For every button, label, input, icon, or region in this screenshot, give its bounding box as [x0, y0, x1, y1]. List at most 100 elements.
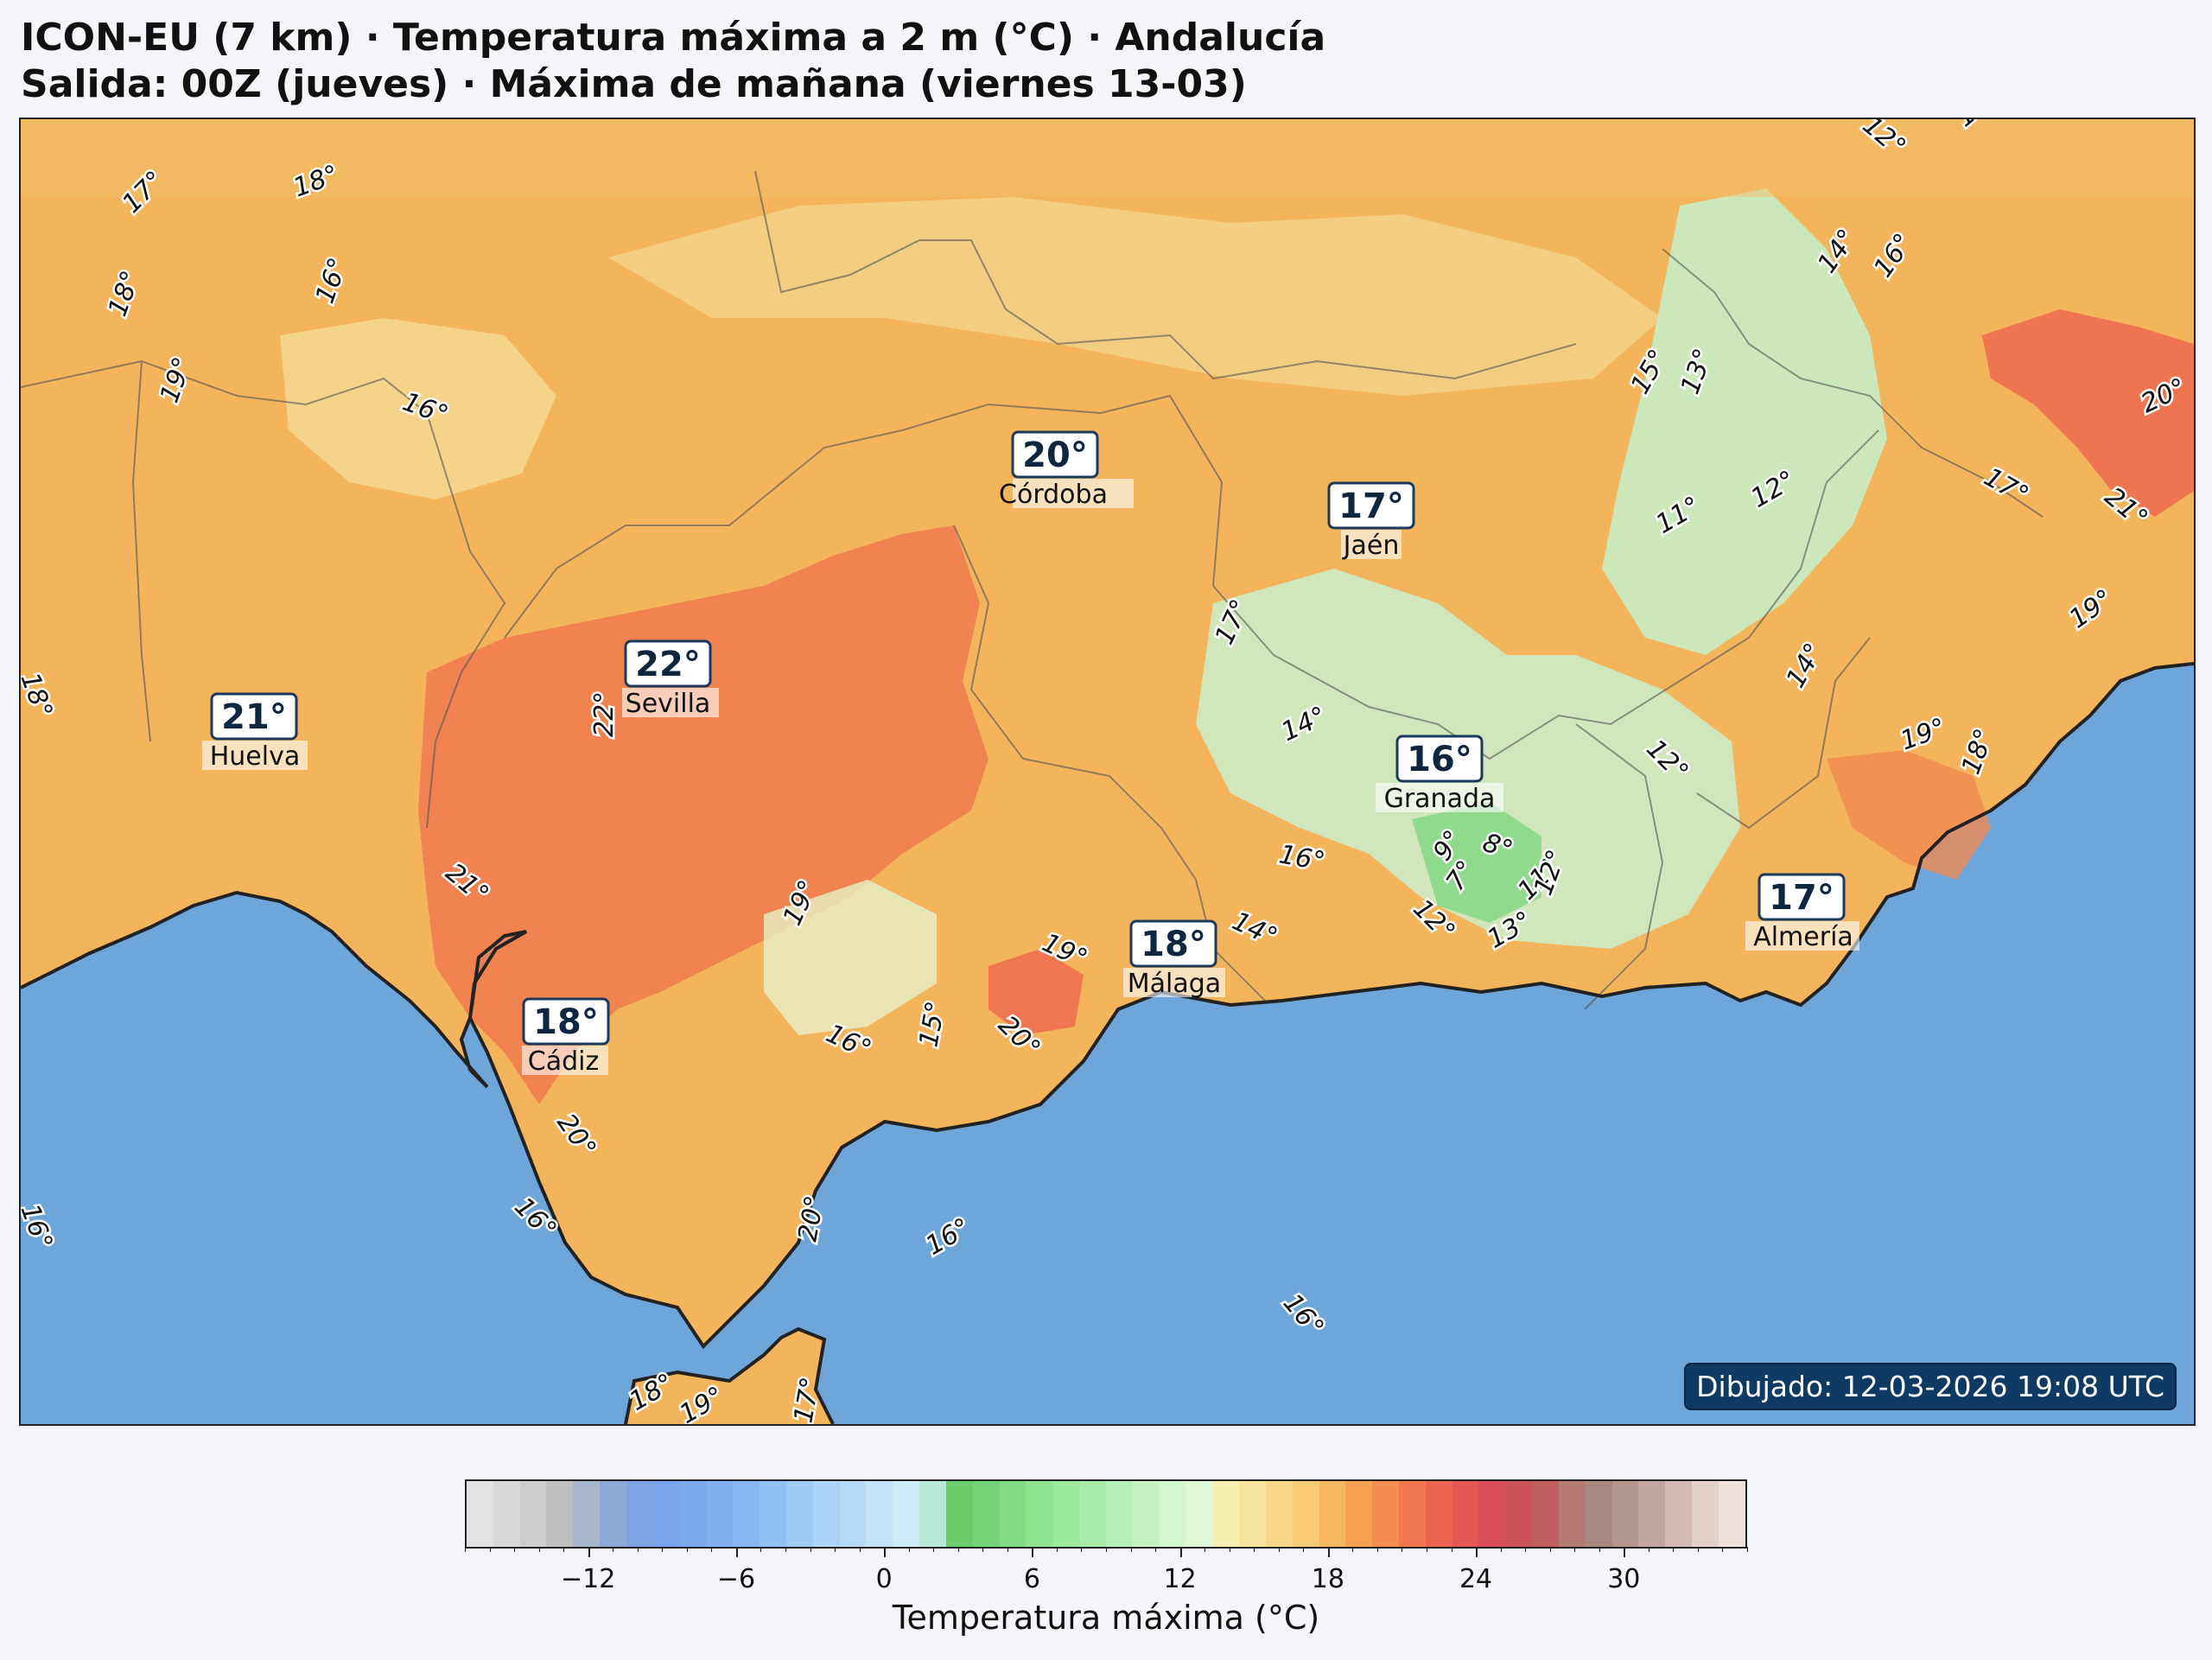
- colorbar-tick: [1747, 1547, 1748, 1552]
- colorbar-tick: [1254, 1547, 1255, 1552]
- colorbar-swatch: [1079, 1481, 1106, 1547]
- colorbar-swatch: [519, 1481, 547, 1547]
- isotherm-label: 16°: [21, 1200, 59, 1254]
- colorbar-tick: [563, 1547, 565, 1552]
- city-name: Almería: [1753, 922, 1853, 952]
- colorbar-tick-label: 6: [1023, 1564, 1040, 1594]
- colorbar-swatch: [1159, 1481, 1186, 1547]
- colorbar-swatch: [1372, 1481, 1399, 1547]
- colorbar-swatch: [1212, 1481, 1240, 1547]
- colorbar-tick: [1376, 1547, 1378, 1552]
- city-huelva: 21° Huelva: [202, 692, 308, 772]
- colorbar-tick: [1179, 1547, 1182, 1557]
- province-borders: [21, 170, 2044, 1010]
- colorbar-swatch: [1532, 1481, 1559, 1547]
- colorbar-tick: [760, 1547, 762, 1552]
- colorbar-swatch: [1398, 1481, 1426, 1547]
- colorbar-tick: [1697, 1547, 1699, 1552]
- colorbar-tick: [489, 1547, 491, 1552]
- city-value: 17°: [1338, 487, 1404, 526]
- colorbar-ticks: −12 −6 0 6 12 18 24 30: [465, 1547, 1748, 1594]
- colorbar-swatch: [652, 1481, 680, 1547]
- colorbar-tick: [1476, 1547, 1478, 1557]
- colorbar-tick: [1599, 1547, 1600, 1552]
- colorbar-tick: [662, 1547, 664, 1552]
- colorbar-tick: [908, 1547, 910, 1552]
- city-cordoba: 20° Córdoba: [999, 430, 1134, 510]
- colorbar-swatch: [1718, 1481, 1745, 1547]
- warm-zone-east: [1982, 309, 2194, 517]
- colorbar-tick: [1081, 1547, 1083, 1552]
- colorbar-tick: [957, 1547, 959, 1552]
- colorbar-label: Temperatura máxima (°C): [892, 1599, 1320, 1637]
- africa-coastline: [624, 1326, 835, 1424]
- drawn-timestamp: Dibujado: 12-03-2026 19:08 UTC: [1684, 1363, 2177, 1410]
- map-subtitle: Salida: 00Z (jueves) · Máxima de mañana …: [21, 62, 1247, 106]
- city-name: Málaga: [1128, 969, 1221, 999]
- colorbar-swatch: [706, 1481, 734, 1547]
- mild-zone-sierra: [608, 197, 1662, 396]
- isotherm-label: 22°: [589, 691, 620, 737]
- city-name: Jaén: [1342, 531, 1400, 561]
- city-value: 21°: [221, 697, 287, 737]
- colorbar-swatch: [1505, 1481, 1533, 1547]
- colorbar-swatch: [866, 1481, 893, 1547]
- colorbar-tick: [711, 1547, 713, 1552]
- colorbar-tick: [884, 1547, 887, 1557]
- colorbar-tick: [538, 1547, 540, 1552]
- warm-zone-guadalquivir: [418, 525, 988, 1104]
- colorbar-swatch: [785, 1481, 813, 1547]
- land-north-strip: [21, 119, 2194, 197]
- colorbar-swatch: [1319, 1481, 1346, 1547]
- city-name: Cádiz: [528, 1046, 599, 1077]
- colorbar-tick: [933, 1547, 935, 1552]
- colorbar-swatch: [1611, 1481, 1639, 1547]
- colorbar-swatch: [1239, 1481, 1266, 1547]
- colorbar-swatch: [1132, 1481, 1160, 1547]
- colorbar-tick: [1549, 1547, 1551, 1552]
- colorbar-tick: [1574, 1547, 1576, 1552]
- colorbar-tick: [1352, 1547, 1354, 1552]
- colorbar-tick: [1130, 1547, 1132, 1552]
- colorbar-tick: [785, 1547, 786, 1552]
- colorbar-tick: [859, 1547, 861, 1552]
- colorbar-tick: [1500, 1547, 1502, 1552]
- city-jaen: 17° Jaén: [1327, 481, 1415, 561]
- colorbar-tick-label: 30: [1607, 1564, 1641, 1594]
- colorbar-tick: [1722, 1547, 1724, 1552]
- city-name: Sevilla: [626, 689, 711, 719]
- city-cadiz: 18° Cádiz: [522, 997, 610, 1077]
- city-sevilla: 22° Sevilla: [622, 639, 719, 719]
- colorbar-tick: [982, 1547, 984, 1552]
- colorbar-tick: [1032, 1547, 1034, 1557]
- colorbar-swatch: [945, 1481, 973, 1547]
- city-name: Granada: [1384, 784, 1496, 814]
- colorbar-swatch: [1665, 1481, 1693, 1547]
- colorbar-swatch: [1692, 1481, 1719, 1547]
- colorbar-swatch: [1292, 1481, 1319, 1547]
- colorbar-tick: [1303, 1547, 1305, 1552]
- colorbar-swatch: [812, 1481, 840, 1547]
- map-title: ICON-EU (7 km) · Temperatura máxima a 2 …: [21, 16, 1326, 60]
- colorbar-swatch: [972, 1481, 1000, 1547]
- city-name: Córdoba: [999, 480, 1108, 510]
- colorbar-swatch: [1052, 1481, 1080, 1547]
- colorbar-tick-label: −6: [716, 1564, 756, 1594]
- colorbar-tick: [1525, 1547, 1527, 1552]
- colorbar-tick: [1155, 1547, 1157, 1552]
- colorbar-swatch: [600, 1481, 626, 1547]
- colorbar-tick-label: −12: [561, 1564, 616, 1594]
- colorbar-tick: [810, 1547, 811, 1552]
- mild-zone-north: [280, 318, 556, 499]
- colorbar-swatch: [1026, 1481, 1053, 1547]
- colorbar-swatch: [1425, 1481, 1452, 1547]
- city-value: 18°: [533, 1002, 599, 1042]
- cool-zone-cazorla: [1602, 188, 1887, 655]
- colorbar-tick: [735, 1547, 738, 1557]
- colorbar-tick-label: 24: [1459, 1564, 1493, 1594]
- colorbar-swatch: [1265, 1481, 1293, 1547]
- colorbar-tick: [1624, 1547, 1626, 1557]
- colorbar-tick: [686, 1547, 688, 1552]
- colorbar-swatch: [1105, 1481, 1133, 1547]
- colorbar-swatch: [1585, 1481, 1612, 1547]
